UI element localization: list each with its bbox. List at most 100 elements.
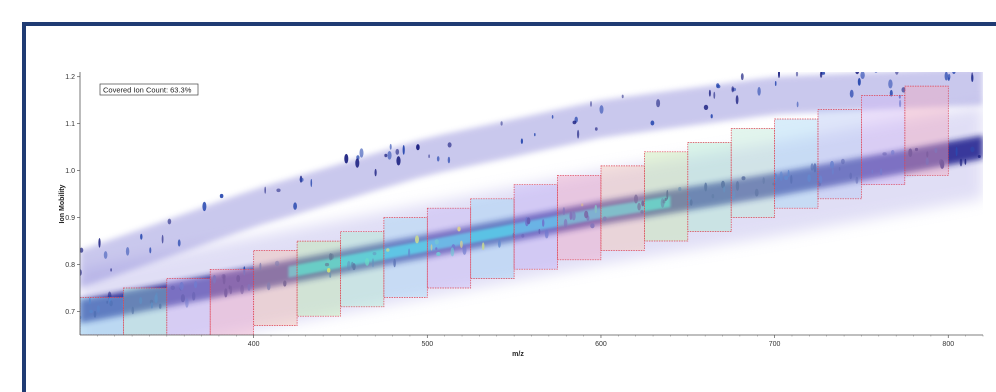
density-speckle xyxy=(947,77,950,81)
density-speckle xyxy=(959,158,963,167)
density-speckle xyxy=(849,89,854,98)
density-speckle xyxy=(428,154,430,158)
density-speckle xyxy=(98,238,101,248)
density-speckle xyxy=(351,261,354,268)
density-speckle xyxy=(934,147,938,153)
isolation-window-14 xyxy=(644,151,689,242)
density-speckle xyxy=(855,72,860,75)
density-speckle xyxy=(106,300,108,304)
x-axis-label: m/z xyxy=(512,351,524,358)
x-ticks: 400 500 600 700 800 xyxy=(97,335,984,348)
y-tick-label: 0.8 xyxy=(65,262,75,269)
density-speckle xyxy=(158,303,162,309)
density-speckle xyxy=(621,94,624,99)
density-speckle xyxy=(457,226,461,232)
density-speckle xyxy=(666,189,669,200)
density-speckle xyxy=(526,217,531,225)
density-speckle xyxy=(762,177,765,185)
density-speckle xyxy=(393,258,396,268)
density-speckle xyxy=(874,72,878,73)
density-speckle xyxy=(500,121,503,126)
density-speckle xyxy=(704,182,708,192)
isolation-window-4 xyxy=(209,268,254,335)
density-speckle xyxy=(415,235,419,244)
density-speckle xyxy=(711,194,715,199)
density-speckle xyxy=(882,152,887,156)
density-speckle xyxy=(813,163,817,173)
isolation-window-11 xyxy=(513,184,558,270)
density-speckle xyxy=(396,156,401,166)
density-speckle xyxy=(395,148,400,155)
density-speckle xyxy=(790,174,793,184)
y-axis-label: Ion Mobility xyxy=(59,184,66,223)
isolation-window-13 xyxy=(600,165,645,251)
density-speckle xyxy=(849,172,852,180)
density-speckle xyxy=(88,297,91,305)
density-speckle xyxy=(594,204,598,214)
y-tick-label: 1.2 xyxy=(65,74,75,81)
y-ticks: 0.7 0.8 0.9 1.0 1.1 1.2 xyxy=(65,74,80,316)
density-speckle xyxy=(584,210,589,219)
density-speckle xyxy=(807,174,811,182)
density-speckle xyxy=(229,285,233,295)
y-tick-label: 1.1 xyxy=(65,121,75,128)
density-speckle xyxy=(177,239,181,247)
density-speckle xyxy=(577,129,580,139)
density-speckle xyxy=(678,187,682,192)
density-speckle xyxy=(810,163,814,171)
isolation-window-20 xyxy=(904,85,949,176)
density-speckle xyxy=(713,91,716,99)
density-speckle xyxy=(779,171,783,181)
figure-frame xyxy=(22,22,996,392)
density-speckle xyxy=(372,258,374,268)
density-speckle xyxy=(103,251,108,259)
density-speckle xyxy=(283,280,287,287)
density-speckle xyxy=(977,155,981,158)
density-speckle xyxy=(140,233,143,240)
density-speckle xyxy=(723,186,726,193)
density-speckle xyxy=(599,105,604,114)
density-speckle xyxy=(80,269,82,276)
density-speckle xyxy=(569,211,573,221)
density-speckle xyxy=(384,153,388,158)
density-speckle xyxy=(641,200,645,207)
density-speckle xyxy=(327,268,331,273)
x-tick-label: 800 xyxy=(942,341,954,348)
density-speckle xyxy=(841,158,845,165)
density-speckle xyxy=(389,143,392,150)
density-speckle xyxy=(818,175,823,184)
density-speckle xyxy=(889,89,893,97)
density-speckle xyxy=(656,99,661,108)
density-speckle xyxy=(447,156,451,164)
density-speckle xyxy=(538,228,541,234)
density-speckle xyxy=(150,302,153,309)
density-speckle xyxy=(274,260,280,267)
density-speckle xyxy=(131,306,135,315)
density-speckle xyxy=(324,262,330,267)
density-speckle xyxy=(971,72,974,82)
isolation-window-8 xyxy=(383,217,428,298)
density-speckle xyxy=(784,175,789,180)
density-speckle xyxy=(247,283,251,291)
density-speckle xyxy=(888,79,893,89)
isolation-window-9 xyxy=(426,207,472,289)
windows-layer xyxy=(80,85,949,335)
density-speckle xyxy=(365,258,370,266)
density-speckle xyxy=(664,197,667,201)
density-speckle xyxy=(498,239,501,248)
density-speckle xyxy=(754,188,759,197)
isolation-window-12 xyxy=(557,174,602,261)
density-speckle xyxy=(224,288,228,298)
density-speckle xyxy=(450,247,455,257)
x-tick-label: 600 xyxy=(595,341,607,348)
isolation-window-3 xyxy=(166,278,211,335)
isolation-window-15 xyxy=(687,142,732,232)
density-speckle xyxy=(355,158,360,168)
density-speckle xyxy=(731,86,734,93)
density-speckle xyxy=(662,199,666,204)
density-speckle xyxy=(96,305,100,313)
density-speckle xyxy=(925,157,929,166)
y-tick-label: 0.7 xyxy=(65,309,75,316)
density-speckle xyxy=(855,176,859,184)
